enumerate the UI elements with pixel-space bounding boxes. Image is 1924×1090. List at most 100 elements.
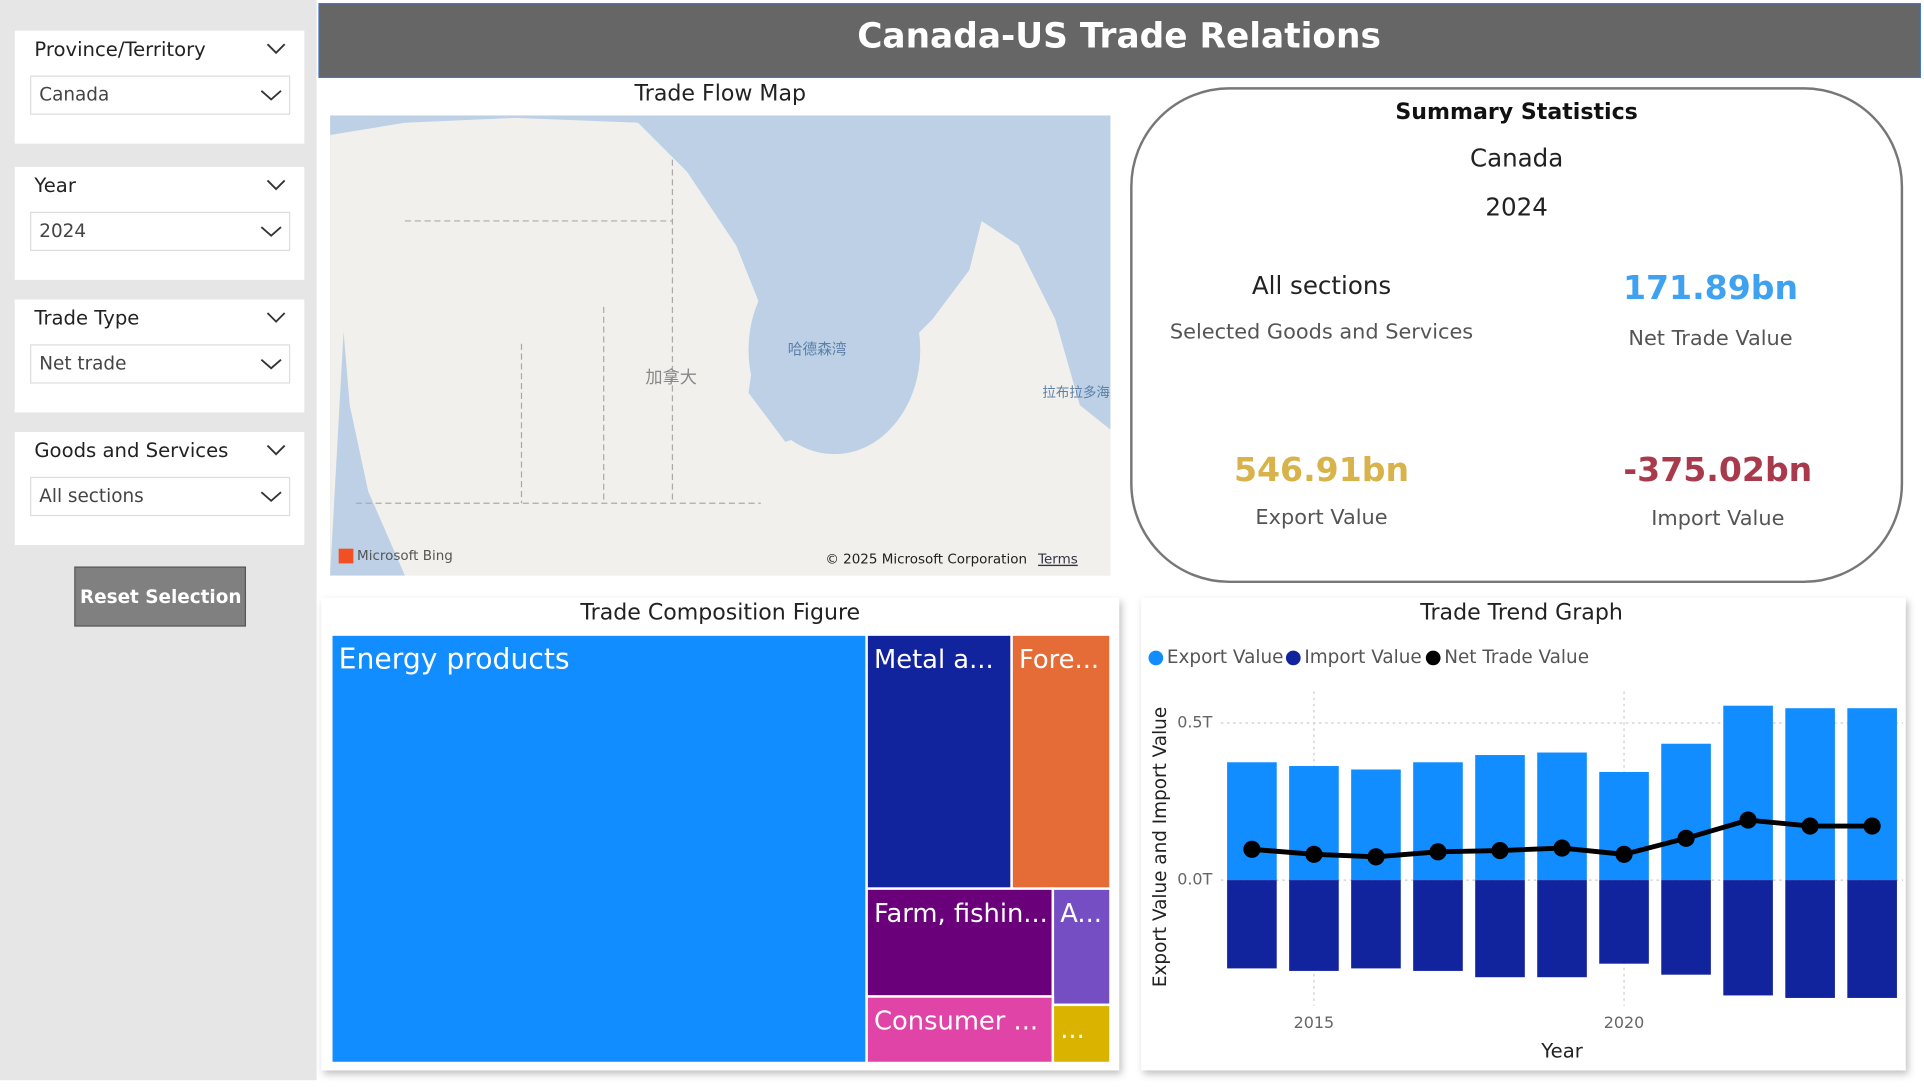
summary-year: 2024	[1485, 193, 1547, 222]
bar[interactable]	[1351, 880, 1401, 969]
summary-export-value: 546.91bn	[1234, 450, 1409, 489]
slicer-chevron[interactable]	[266, 312, 286, 323]
legend-marker	[1285, 650, 1301, 666]
map-terms[interactable]: Terms	[1037, 552, 1078, 568]
dropdown-chevron[interactable]	[260, 358, 282, 370]
bar[interactable]	[1475, 880, 1525, 978]
slicer-value[interactable]: Net trade	[39, 354, 126, 375]
slicer-dropdown[interactable]	[30, 344, 291, 384]
slicer-title: Year	[33, 174, 76, 197]
map-copyright: © 2025 Microsoft Corporation	[825, 552, 1027, 568]
map-land	[330, 117, 1111, 576]
treemap-tile[interactable]	[330, 633, 868, 1065]
bar[interactable]	[1785, 708, 1835, 881]
bar[interactable]	[1227, 880, 1277, 969]
legend-marker	[1425, 650, 1441, 666]
slicer-chevron[interactable]	[266, 43, 286, 55]
treemap-label: Farm, fishin...	[874, 899, 1048, 929]
dropdown-chevron[interactable]	[260, 491, 282, 503]
bar[interactable]	[1289, 880, 1339, 971]
slicer-value[interactable]: Canada	[39, 85, 109, 106]
bar[interactable]	[1537, 752, 1587, 881]
legend-label[interactable]: Export Value	[1167, 647, 1284, 668]
x-axis-title: Year	[1540, 1039, 1583, 1062]
bar[interactable]	[1537, 880, 1587, 978]
summary-section: All sections	[1252, 271, 1391, 300]
map-label: 拉布拉多海	[1042, 384, 1109, 401]
map-title: Trade Flow Map	[634, 81, 806, 107]
slicer-dropdown[interactable]	[30, 211, 291, 252]
line-point[interactable]	[1863, 817, 1881, 835]
treemap-label: Metal a...	[874, 645, 994, 675]
y-tick-label: 0.5T	[1177, 712, 1212, 731]
treemap-tile[interactable]	[1051, 1003, 1112, 1065]
bar[interactable]	[1599, 880, 1649, 964]
treemap-tile[interactable]	[865, 995, 1055, 1065]
reset-button[interactable]	[74, 566, 247, 627]
legend-label[interactable]: Import Value	[1304, 647, 1421, 668]
bar[interactable]	[1723, 705, 1773, 881]
line-point[interactable]	[1677, 829, 1695, 847]
summary-import-label: Import Value	[1651, 506, 1784, 530]
summary-net-value: 171.89bn	[1623, 268, 1798, 307]
treemap-label: ...	[1060, 1015, 1085, 1045]
line-point[interactable]	[1367, 848, 1385, 866]
bar[interactable]	[1785, 880, 1835, 998]
map	[330, 115, 1111, 576]
summary-region: Canada	[1470, 144, 1563, 173]
bar[interactable]	[1847, 880, 1897, 998]
slicer-value[interactable]: All sections	[39, 486, 143, 507]
map-bay	[785, 147, 933, 246]
bar[interactable]	[1723, 880, 1773, 996]
line-point[interactable]	[1553, 839, 1571, 857]
slicer-chevron[interactable]	[266, 179, 286, 191]
x-tick-label: 2020	[1604, 1013, 1645, 1032]
line-point[interactable]	[1615, 845, 1633, 863]
treemap-tile[interactable]	[1010, 633, 1112, 890]
slicer-chevron[interactable]	[266, 444, 286, 456]
reset-button-label[interactable]: Reset Selection	[80, 587, 241, 608]
dropdown-chevron[interactable]	[260, 226, 282, 237]
bar[interactable]	[1475, 755, 1525, 881]
summary: Summary Statistics Canada 2024 All sections…	[1170, 99, 1812, 530]
legend-marker	[1148, 650, 1164, 666]
bar[interactable]	[1413, 880, 1463, 971]
slicer-title: Province/Territory	[34, 38, 206, 61]
line-point[interactable]	[1739, 811, 1757, 829]
bar[interactable]	[1227, 762, 1277, 881]
chart-title: Trade Trend Graph	[1419, 600, 1623, 626]
summary-title: Summary Statistics	[1395, 99, 1637, 125]
bar[interactable]	[1599, 772, 1649, 881]
map-label: 加拿大	[645, 367, 697, 388]
slicer-dropdown[interactable]	[30, 75, 291, 115]
line-point[interactable]	[1491, 841, 1509, 860]
slicer-value[interactable]: 2024	[39, 221, 86, 242]
map-provider: Microsoft Bing	[357, 548, 453, 564]
bar[interactable]	[1661, 743, 1711, 881]
x-tick-label: 2015	[1294, 1013, 1335, 1032]
header-title: Canada-US Trade Relations	[857, 17, 1381, 57]
line-point[interactable]	[1801, 817, 1819, 835]
dropdown-chevron[interactable]	[260, 90, 282, 101]
treemap-tile[interactable]	[865, 887, 1055, 998]
bar[interactable]	[1847, 708, 1897, 881]
summary-export-label: Export Value	[1255, 505, 1387, 529]
y-tick-label: 0.0T	[1177, 870, 1212, 889]
treemap-tile[interactable]	[865, 633, 1013, 890]
bing-logo	[338, 548, 354, 564]
treemap-tile[interactable]	[1051, 887, 1112, 1007]
bar[interactable]	[1413, 762, 1463, 881]
line-point[interactable]	[1429, 843, 1447, 861]
bar[interactable]	[1289, 766, 1339, 881]
slicer-dropdown[interactable]	[30, 476, 291, 517]
line-point[interactable]	[1243, 840, 1261, 858]
treemap-label: Consumer ...	[874, 1007, 1038, 1037]
legend-label[interactable]: Net Trade Value	[1444, 647, 1589, 668]
line-point[interactable]	[1305, 845, 1323, 863]
summary-net-label: Net Trade Value	[1628, 326, 1792, 350]
map-borders	[355, 159, 761, 504]
header-bar	[318, 3, 1921, 78]
bar[interactable]	[1661, 880, 1711, 975]
